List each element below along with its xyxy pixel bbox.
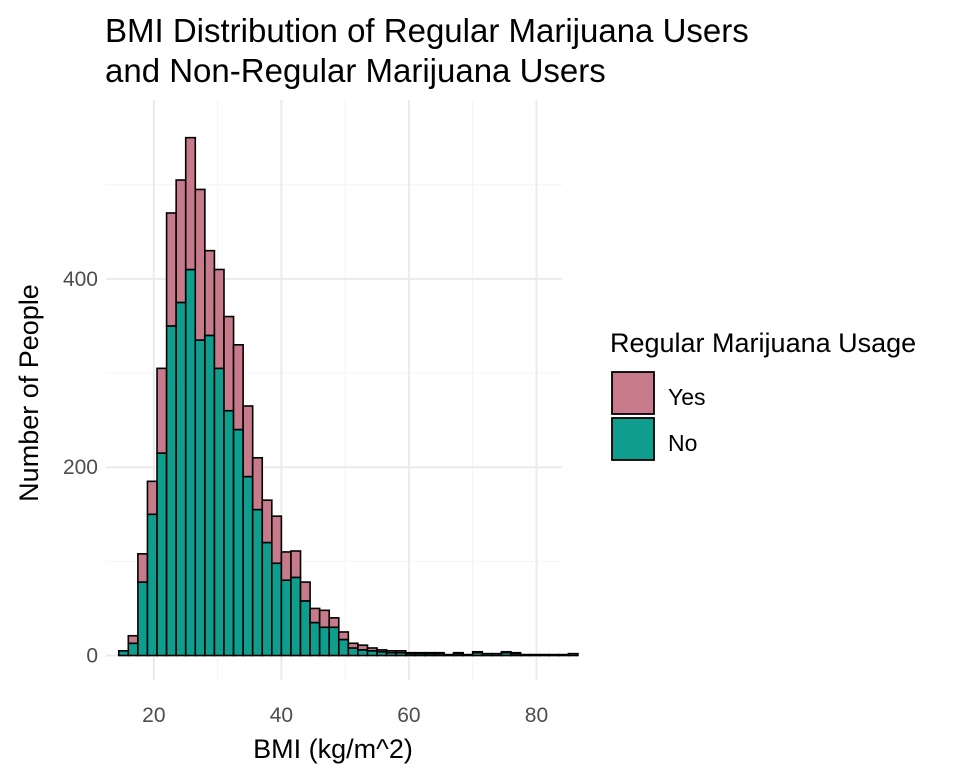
- bar-no-bin-43: [529, 653, 541, 657]
- bar-yes-bin-29: [395, 650, 407, 654]
- bar-yes-bin-37: [471, 650, 484, 654]
- bar-no-bin-15: [261, 541, 273, 657]
- y-tick-label: 0: [86, 645, 98, 668]
- x-tick-label: 40: [270, 704, 293, 727]
- bars: [117, 136, 579, 657]
- bar-no-bin-3: [146, 513, 158, 657]
- legend-label-yes: Yes: [668, 384, 706, 410]
- bar-yes-bin-32: [424, 651, 436, 655]
- bar-no-bin-7: [184, 268, 197, 657]
- bar-yes-bin-1: [127, 634, 139, 645]
- bar-yes-bin-27: [376, 649, 388, 653]
- bar-no-bin-42: [519, 653, 531, 657]
- bar-no-bin-36: [462, 653, 474, 657]
- legend-label-no: No: [668, 430, 697, 456]
- bar-yes-bin-35: [452, 651, 464, 655]
- y-tick-label: 200: [63, 456, 98, 479]
- bar-yes-bin-41: [510, 651, 522, 655]
- bar-yes-bin-18: [290, 550, 302, 579]
- bar-yes-bin-26: [366, 647, 378, 652]
- bar-yes-bin-8: [194, 188, 206, 341]
- bar-yes-bin-11: [223, 315, 235, 412]
- bar-no-bin-9: [204, 334, 216, 657]
- bar-no-bin-0: [117, 650, 130, 657]
- bar-yes-bin-7: [184, 136, 197, 271]
- chart-title-line-1: BMI Distribution of Regular Marijuana Us…: [105, 12, 749, 49]
- chart-title-line-2: and Non-Regular Marijuana Users: [105, 52, 606, 89]
- bar-yes-bin-16: [271, 515, 283, 565]
- bar-yes-bin-15: [261, 499, 273, 544]
- bar-yes-bin-31: [414, 651, 426, 655]
- bar-yes-bin-6: [175, 179, 187, 304]
- bar-yes-bin-9: [204, 249, 216, 337]
- bar-no-bin-13: [242, 475, 254, 657]
- y-axis-title: Number of People: [14, 284, 44, 502]
- bar-yes-bin-25: [357, 644, 369, 651]
- bar-no-bin-4: [156, 452, 168, 657]
- bar-yes-bin-12: [232, 344, 244, 431]
- bar-yes-bin-19: [299, 581, 311, 602]
- bar-yes-bin-10: [213, 268, 225, 370]
- x-tick-labels: 20 40 60 80: [142, 704, 548, 727]
- bar-no-bin-5: [165, 325, 177, 657]
- bar-yes-bin-20: [309, 607, 321, 624]
- bar-yes-bin-2: [137, 553, 149, 583]
- bar-yes-bin-14: [251, 456, 264, 511]
- bar-no-bin-39: [491, 652, 503, 657]
- bar-yes-bin-33: [433, 651, 445, 655]
- bar-no-bin-17: [280, 579, 292, 657]
- y-tick-labels: 0 200 400: [63, 268, 98, 668]
- bar-no-bin-11: [223, 409, 235, 657]
- bar-yes-bin-4: [156, 367, 168, 454]
- bar-no-bin-8: [194, 339, 206, 657]
- bar-no-bin-2: [137, 581, 149, 657]
- bar-no-bin-38: [481, 652, 493, 657]
- bar-no-bin-18: [290, 576, 302, 657]
- bar-no-bin-24: [347, 647, 359, 657]
- bar-yes-bin-24: [347, 642, 359, 649]
- bar-no-bin-25: [357, 649, 369, 657]
- bar-yes-bin-23: [337, 631, 350, 641]
- bar-no-bin-34: [443, 653, 455, 657]
- x-tick-label: 60: [397, 704, 420, 727]
- legend: Regular Marijuana Usage Yes No: [610, 328, 916, 461]
- bar-no-bin-21: [318, 626, 331, 657]
- bar-no-bin-46: [558, 653, 570, 657]
- legend-swatch-yes: [611, 371, 655, 415]
- bar-no-bin-1: [127, 642, 139, 657]
- bar-no-bin-12: [232, 428, 244, 657]
- bar-yes-bin-22: [328, 617, 340, 629]
- bar-yes-bin-30: [404, 651, 417, 655]
- bar-yes-bin-3: [146, 480, 158, 516]
- bar-yes-bin-17: [280, 551, 292, 581]
- bar-no-bin-19: [299, 600, 311, 657]
- bar-yes-bin-21: [318, 609, 331, 629]
- bar-yes-bin-5: [165, 212, 177, 327]
- bar-yes-bin-28: [385, 650, 397, 654]
- bar-no-bin-47: [567, 652, 579, 657]
- x-tick-label: 80: [525, 704, 548, 727]
- x-tick-label: 20: [142, 704, 165, 727]
- bar-no-bin-44: [538, 653, 551, 657]
- legend-swatch-no: [611, 417, 655, 461]
- bar-no-bin-23: [337, 638, 350, 657]
- bar-no-bin-10: [213, 367, 225, 657]
- bar-yes-bin-40: [500, 650, 512, 654]
- bar-no-bin-22: [328, 626, 340, 657]
- bar-yes-bin-13: [242, 405, 254, 478]
- bar-no-bin-20: [309, 621, 321, 657]
- legend-title: Regular Marijuana Usage: [610, 328, 916, 358]
- bar-no-bin-16: [271, 562, 283, 657]
- bar-no-bin-14: [251, 508, 264, 657]
- y-tick-label: 400: [63, 268, 98, 291]
- bar-no-bin-45: [548, 653, 560, 657]
- x-axis-title: BMI (kg/m^2): [253, 734, 413, 764]
- bar-no-bin-6: [175, 301, 187, 657]
